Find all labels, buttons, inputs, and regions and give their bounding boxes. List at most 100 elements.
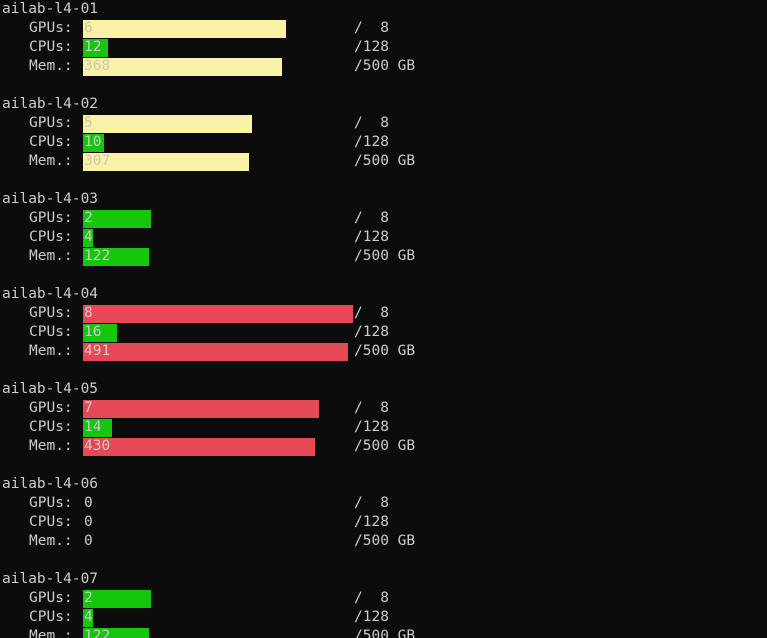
cpus-total-value: /128 (354, 324, 389, 340)
gpus-label: GPUs: (29, 590, 73, 606)
gpus-usage-row: GPUs: 6 / 8 (0, 19, 767, 38)
mem-usage-bar (83, 153, 249, 171)
mem-used-value: 122 (84, 248, 111, 264)
gpus-used-value: 6 (84, 20, 93, 36)
mem-usage-row: Mem.: 368/500 GB (0, 57, 767, 76)
cpus-usage-row: CPUs: 12/128 (0, 38, 767, 57)
mem-usage-bar (83, 248, 149, 266)
mem-usage-bar (83, 58, 282, 76)
gpus-used-value: 2 (84, 210, 93, 226)
gpus-used-value: 7 (84, 400, 93, 416)
gpus-total-value: / 8 (354, 20, 389, 36)
gpus-usage-bar (83, 115, 252, 133)
cpus-used-value: 10 (84, 134, 102, 150)
mem-total-value: /500 GB (354, 628, 416, 638)
cpus-total-value: /128 (354, 229, 389, 245)
gpus-usage-bar (83, 590, 151, 608)
gpus-used-value: 0 (84, 495, 93, 511)
node-hostname: ailab-l4-07 (2, 571, 99, 587)
gpus-usage-bar (83, 20, 286, 38)
mem-label: Mem.: (29, 58, 73, 74)
gpus-total-value: / 8 (354, 115, 389, 131)
mem-total-value: /500 GB (354, 343, 416, 359)
gpus-usage-row: GPUs: 7 / 8 (0, 399, 767, 418)
mem-usage-bar (83, 628, 149, 638)
mem-used-value: 368 (84, 58, 111, 74)
cpus-used-value: 4 (84, 609, 93, 625)
cpus-usage-row: CPUs: 14/128 (0, 418, 767, 437)
mem-label: Mem.: (29, 153, 73, 169)
node-hostname: ailab-l4-01 (2, 1, 99, 17)
cpus-label: CPUs: (29, 514, 73, 530)
cpus-used-value: 14 (84, 419, 102, 435)
cpus-usage-row: CPUs: 10/128 (0, 133, 767, 152)
gpus-usage-row: GPUs: 2 / 8 (0, 589, 767, 608)
gpus-total-value: / 8 (354, 590, 389, 606)
gpus-usage-bar (83, 210, 151, 228)
node-hostname: ailab-l4-04 (2, 286, 99, 302)
cpus-usage-bar (83, 609, 93, 627)
gpus-usage-row: GPUs: 2 / 8 (0, 209, 767, 228)
cpus-used-value: 0 (84, 514, 93, 530)
cpus-used-value: 4 (84, 229, 93, 245)
cpus-label: CPUs: (29, 609, 73, 625)
cpus-label: CPUs: (29, 134, 73, 150)
cpus-usage-bar (83, 324, 117, 342)
mem-label: Mem.: (29, 533, 73, 549)
cpus-label: CPUs: (29, 419, 73, 435)
gpus-label: GPUs: (29, 210, 73, 226)
mem-used-value: 0 (84, 533, 93, 549)
gpus-label: GPUs: (29, 115, 73, 131)
cpus-usage-bar (83, 229, 93, 247)
gpus-total-value: / 8 (354, 305, 389, 321)
gpus-usage-row: GPUs: 5 / 8 (0, 114, 767, 133)
mem-label: Mem.: (29, 248, 73, 264)
node-hostname: ailab-l4-03 (2, 191, 99, 207)
cpus-usage-row: CPUs: 0/128 (0, 513, 767, 532)
mem-total-value: /500 GB (354, 153, 416, 169)
gpus-total-value: / 8 (354, 210, 389, 226)
mem-usage-bar (83, 438, 315, 456)
cpus-used-value: 16 (84, 324, 102, 340)
cpus-usage-bar (83, 134, 104, 152)
mem-used-value: 430 (84, 438, 111, 454)
mem-usage-row: Mem.: 122/500 GB (0, 247, 767, 266)
mem-usage-bar (83, 343, 348, 361)
cpus-total-value: /128 (354, 514, 389, 530)
gpus-label: GPUs: (29, 305, 73, 321)
mem-total-value: /500 GB (354, 438, 416, 454)
node-hostname: ailab-l4-05 (2, 381, 99, 397)
cpus-usage-bar (83, 39, 108, 57)
gpus-total-value: / 8 (354, 495, 389, 511)
cpus-total-value: /128 (354, 609, 389, 625)
cpus-total-value: /128 (354, 419, 389, 435)
cpus-usage-bar (83, 419, 112, 437)
cpus-total-value: /128 (354, 39, 389, 55)
gpus-used-value: 5 (84, 115, 93, 131)
gpus-label: GPUs: (29, 400, 73, 416)
mem-total-value: /500 GB (354, 248, 416, 264)
gpus-used-value: 8 (84, 305, 93, 321)
node-hostname: ailab-l4-06 (2, 476, 99, 492)
gpus-usage-bar (83, 305, 353, 323)
cpus-label: CPUs: (29, 229, 73, 245)
mem-used-value: 307 (84, 153, 111, 169)
gpus-label: GPUs: (29, 495, 73, 511)
cpus-used-value: 12 (84, 39, 102, 55)
node-hostname: ailab-l4-02 (2, 96, 99, 112)
cpus-label: CPUs: (29, 39, 73, 55)
mem-total-value: /500 GB (354, 533, 416, 549)
cpus-total-value: /128 (354, 134, 389, 150)
cpus-usage-row: CPUs: 16/128 (0, 323, 767, 342)
cpus-usage-row: CPUs: 4/128 (0, 608, 767, 627)
mem-usage-row: Mem.: 307/500 GB (0, 152, 767, 171)
gpus-usage-row: GPUs: 8 / 8 (0, 304, 767, 323)
gpus-usage-row: GPUs: 0 / 8 (0, 494, 767, 513)
gpus-usage-bar (83, 400, 319, 418)
mem-usage-row: Mem.: 0/500 GB (0, 532, 767, 551)
mem-label: Mem.: (29, 628, 73, 638)
mem-label: Mem.: (29, 438, 73, 454)
mem-total-value: /500 GB (354, 58, 416, 74)
cpus-usage-row: CPUs: 4/128 (0, 228, 767, 247)
